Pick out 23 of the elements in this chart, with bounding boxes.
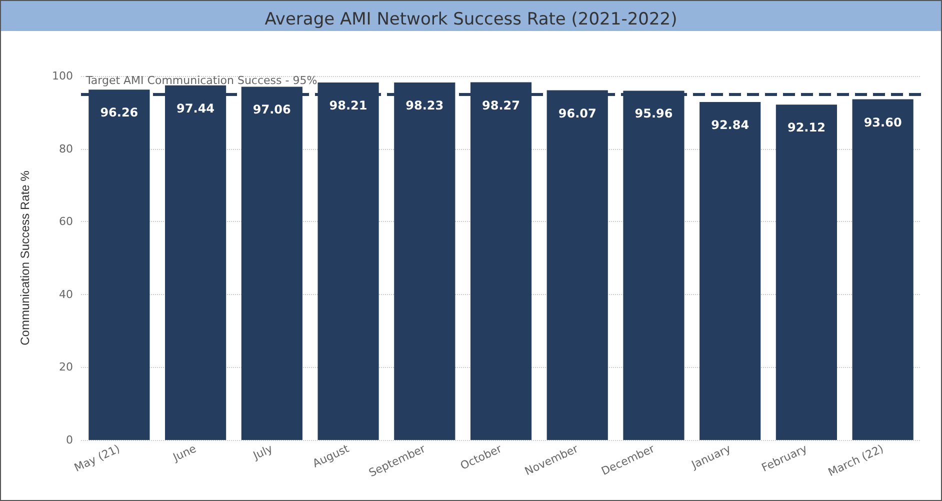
- data-label: 92.84: [711, 118, 750, 132]
- y-tick-label: 80: [59, 142, 73, 156]
- y-tick-label: 60: [59, 215, 73, 228]
- y-tick-label: 100: [52, 70, 73, 82]
- x-tick-label: July: [250, 442, 276, 463]
- data-label: 96.26: [100, 106, 138, 120]
- data-label: 97.44: [176, 101, 215, 116]
- data-label: 97.06: [252, 102, 291, 117]
- y-tick-label: 40: [59, 288, 73, 301]
- ref-line-label: Target AMI Communication Success - 95%: [85, 74, 318, 88]
- data-label: 95.96: [634, 106, 673, 121]
- data-label: 98.23: [406, 98, 444, 112]
- data-label: 98.21: [329, 98, 368, 113]
- data-label: 98.27: [482, 98, 520, 112]
- data-label: 96.07: [558, 106, 596, 120]
- data-label: 92.12: [787, 120, 826, 135]
- data-label: 93.60: [864, 115, 902, 130]
- chart-title: Average AMI Network Success Rate (2021-2022): [264, 10, 678, 30]
- x-tick-label: May (21): [72, 442, 122, 475]
- y-axis-title: Communication Success Rate %: [18, 170, 32, 346]
- y-tick-label: 0: [66, 434, 73, 446]
- x-tick-label: June: [170, 442, 199, 464]
- y-tick-label: 20: [59, 360, 73, 374]
